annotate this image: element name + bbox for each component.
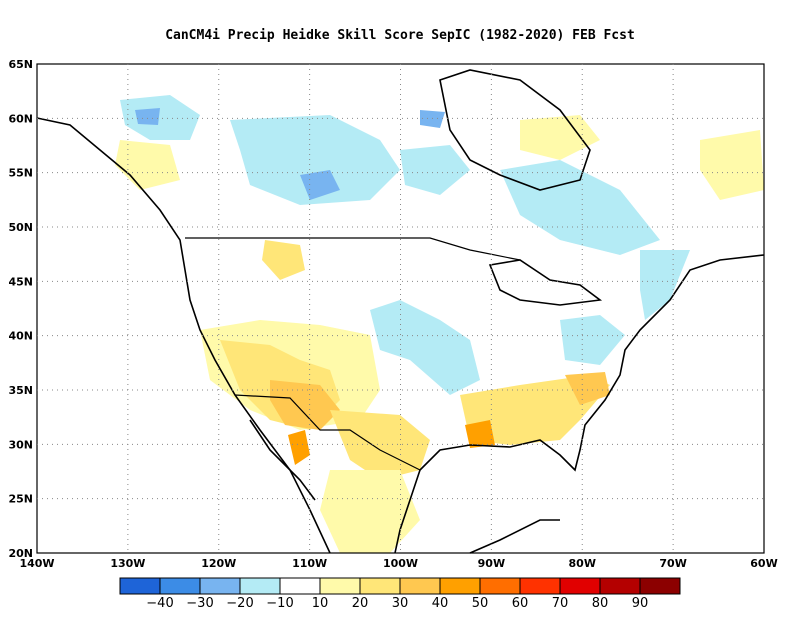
pos-area-carolina [565, 372, 610, 405]
lon-tick-label: 100W [383, 557, 418, 570]
pos-area-east-canada [700, 130, 764, 200]
colorbar-swatch [399, 577, 441, 595]
colorbar-label: 50 [472, 596, 489, 611]
lon-tick-label: 120W [201, 557, 236, 570]
lat-tick-label: 55N [8, 167, 33, 180]
colorbar-swatch [479, 577, 521, 595]
lat-tick-label: 35N [8, 384, 33, 397]
colorbar: −40 −30 −20 −10 10 20 30 40 50 60 70 80 90 [119, 577, 681, 611]
neg-area-midwest [370, 300, 480, 395]
colorbar-label: 60 [512, 596, 529, 611]
border-layer [185, 237, 521, 471]
great-lakes [488, 259, 603, 306]
skill-fill-layer [115, 95, 764, 553]
lat-tick-label: 60N [8, 112, 33, 125]
yucatan [469, 519, 560, 554]
gulf-coast [419, 254, 765, 472]
colorbar-label: −20 [226, 596, 253, 611]
lon-tick-label: 140W [19, 557, 54, 570]
colorbar-swatch [239, 577, 281, 595]
colorbar-swatch [319, 577, 361, 595]
colorbar-swatch [519, 577, 561, 595]
pos-area-gulf-strong [465, 420, 495, 448]
neg-area-northeast [640, 250, 690, 320]
lon-tick-label: 130W [110, 557, 145, 570]
pos-area-texas [330, 410, 430, 480]
neg-area-dark-1 [135, 108, 160, 125]
pos-area-gulf [460, 375, 610, 445]
us-mexico-border [234, 394, 421, 471]
colorbar-label: 20 [352, 596, 369, 611]
baja [249, 419, 316, 501]
colorbar-swatch [359, 577, 401, 595]
lat-tick-labels: 65N 60N 55N 50N 45N 40N 35N 30N 25N 20N [8, 58, 33, 560]
colorbar-label: 90 [632, 596, 649, 611]
pos-area-sonora [288, 430, 310, 465]
lon-tick-label: 60W [750, 557, 777, 570]
lon-tick-label: 90W [478, 557, 505, 570]
lon-tick-label: 70W [659, 557, 686, 570]
colorbar-label: 70 [552, 596, 569, 611]
pos-area-arizona [270, 380, 340, 430]
neg-area-ohio [560, 315, 625, 365]
chart-title: CanCM4i Precip Heidke Skill Score SepIC … [165, 28, 635, 43]
colorbar-swatch [279, 577, 321, 595]
colorbar-label: 30 [392, 596, 409, 611]
pacific-coast [36, 117, 331, 554]
colorbar-label: −30 [186, 596, 213, 611]
colorbar-swatch [599, 577, 641, 595]
coastline-layer [36, 69, 765, 554]
colorbar-swatch [559, 577, 601, 595]
colorbar-label: 40 [432, 596, 449, 611]
neg-area-dark-3 [420, 110, 445, 128]
neg-area-quebec [500, 160, 660, 255]
lat-tick-label: 45N [8, 275, 33, 288]
lat-tick-label: 30N [8, 438, 33, 451]
colorbar-swatch [159, 577, 201, 595]
us-canada-border [185, 237, 521, 261]
mexico-gulf [394, 469, 421, 554]
lat-tick-label: 40N [8, 330, 33, 343]
lat-tick-label: 65N [8, 58, 33, 71]
colorbar-label: 80 [592, 596, 609, 611]
pos-area-montana [262, 240, 305, 280]
colorbar-swatch [119, 577, 161, 595]
lon-tick-label: 110W [292, 557, 327, 570]
neg-area-canada-west [120, 95, 200, 140]
neg-area-canada-central2 [400, 145, 470, 195]
pos-area-north [520, 115, 600, 160]
lat-tick-label: 20N [8, 547, 33, 560]
colorbar-swatch [639, 577, 681, 595]
lat-tick-label: 50N [8, 221, 33, 234]
pos-area-nw-canada [115, 140, 180, 190]
neg-area-dark-2 [300, 170, 340, 200]
lon-tick-label: 80W [569, 557, 596, 570]
colorbar-label: −40 [146, 596, 173, 611]
gridlines [37, 64, 764, 553]
pos-area-mexico [320, 470, 420, 553]
neg-area-canada-central [230, 115, 400, 205]
lon-tick-labels: 140W 130W 120W 110W 100W 90W 80W 70W 60W [19, 557, 777, 570]
colorbar-swatch [439, 577, 481, 595]
colorbar-label: −10 [266, 596, 293, 611]
colorbar-swatch [199, 577, 241, 595]
colorbar-label: 10 [312, 596, 329, 611]
hudson-bay [439, 69, 591, 191]
lat-tick-label: 25N [8, 493, 33, 506]
